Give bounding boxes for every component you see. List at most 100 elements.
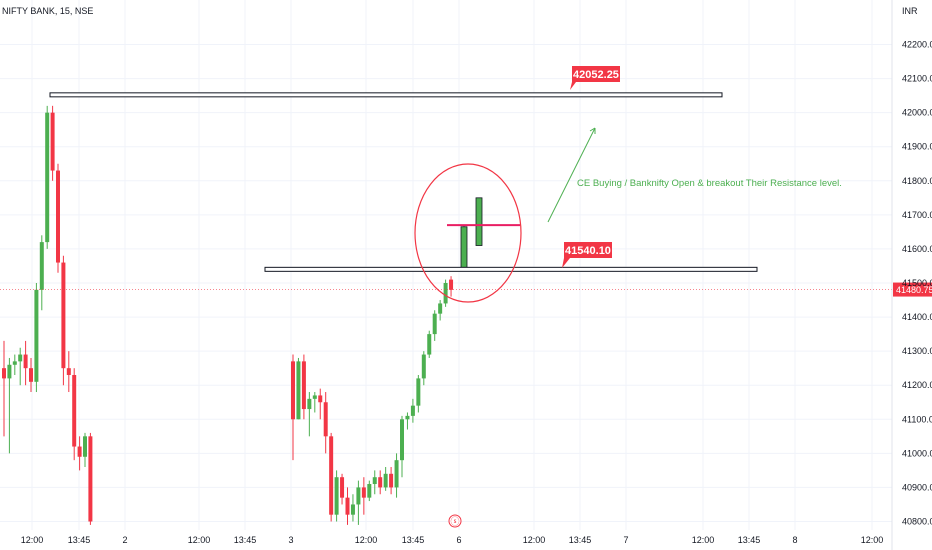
candle-body — [301, 361, 306, 410]
candle-body — [291, 361, 295, 420]
candle-body — [410, 405, 415, 416]
candle — [312, 392, 317, 413]
candle — [34, 283, 39, 393]
y-tick-label: 41100.00 — [902, 414, 932, 424]
candle-body — [475, 197, 483, 246]
y-tick-label: 41300.00 — [902, 346, 932, 356]
candle-body — [394, 460, 399, 488]
candle-body — [88, 436, 93, 522]
y-tick-label: 40800.00 — [902, 517, 932, 527]
resistance-box — [49, 92, 723, 98]
resistance-label: 41540.10 — [565, 245, 611, 257]
candle-body — [383, 473, 388, 488]
candle — [405, 412, 410, 430]
y-tick-label: 42000.00 — [902, 108, 932, 118]
y-tick-label: 41700.00 — [902, 210, 932, 220]
candle — [367, 480, 372, 502]
y-tick-label: 41000.00 — [902, 448, 932, 458]
candle-body — [29, 368, 33, 382]
candle — [50, 105, 55, 181]
candle — [361, 477, 366, 515]
candle-body — [340, 477, 345, 498]
candle — [7, 357, 12, 454]
trend-arrow — [547, 127, 596, 223]
x-tick-label: 13:45 — [738, 535, 761, 545]
y-tick-label: 42200.00 — [902, 40, 932, 50]
candle — [45, 105, 50, 249]
candle-body — [449, 279, 454, 290]
candle-body — [460, 226, 468, 270]
x-tick-label: 12:00 — [692, 535, 715, 545]
candle-body — [378, 477, 383, 488]
x-tick-label: 12:00 — [188, 535, 211, 545]
candle-body — [77, 446, 82, 457]
y-tick-label: 41200.00 — [902, 380, 932, 390]
chart-title: NIFTY BANK, 15, NSE — [2, 6, 93, 16]
candle-body — [296, 361, 301, 420]
candle-body — [2, 368, 6, 379]
candle — [56, 163, 60, 273]
candle — [296, 357, 301, 420]
candle-body — [18, 354, 23, 362]
candle — [427, 330, 432, 358]
x-tick-label: 12:00 — [355, 535, 378, 545]
y-tick-label: 41400.00 — [902, 312, 932, 322]
y-tick-label: 41500.00 — [902, 278, 932, 288]
x-tick-label: 12:00 — [523, 535, 546, 545]
candle — [449, 276, 454, 297]
candle-body — [307, 398, 312, 410]
y-tick-label: 41900.00 — [902, 142, 932, 152]
candle — [66, 351, 71, 393]
candle-body — [372, 477, 377, 485]
dividend-icon[interactable]: ⓢ — [448, 514, 462, 528]
resistance-callout — [570, 66, 620, 90]
candle-body — [34, 289, 39, 382]
candle-body — [334, 477, 339, 515]
candle — [410, 398, 415, 423]
candle-body — [61, 262, 66, 369]
candle — [416, 374, 421, 413]
candle-body — [12, 361, 17, 365]
candle-body — [83, 436, 87, 457]
candle — [350, 494, 355, 522]
candle-body — [329, 436, 334, 515]
x-tick-label: 2 — [122, 535, 127, 545]
arrow-head — [589, 127, 596, 134]
candle — [307, 392, 312, 437]
candle-body — [405, 415, 410, 420]
candle — [29, 357, 33, 393]
x-tick-label: 12:00 — [21, 535, 44, 545]
candle — [301, 354, 306, 420]
highlight-circle — [414, 163, 522, 303]
candle-body — [432, 313, 437, 335]
candle — [438, 300, 443, 321]
candle — [383, 466, 388, 491]
candle — [61, 255, 66, 386]
x-tick-label: 6 — [456, 535, 461, 545]
candle — [460, 225, 468, 272]
candle — [443, 279, 448, 307]
x-tick-label: 8 — [792, 535, 797, 545]
candle-body — [416, 378, 421, 406]
resistance-label: 42052.25 — [573, 69, 619, 81]
candle-body — [438, 303, 443, 314]
candle — [39, 235, 44, 311]
candle-body — [312, 395, 317, 399]
annotation-text: CE Buying / Banknifty Open & breakout Th… — [577, 178, 842, 189]
candle-body — [7, 364, 12, 379]
currency-label: INR — [902, 6, 918, 16]
resistance-callout — [562, 242, 612, 268]
candle — [72, 368, 77, 461]
candle-body — [50, 112, 55, 171]
candle — [356, 480, 361, 525]
candle — [394, 453, 399, 498]
candle — [2, 340, 6, 437]
candle-body — [443, 283, 448, 304]
candle-body — [421, 354, 426, 379]
candle-body — [400, 419, 404, 461]
candle — [291, 354, 295, 461]
candle — [421, 351, 426, 386]
candle — [432, 310, 437, 341]
